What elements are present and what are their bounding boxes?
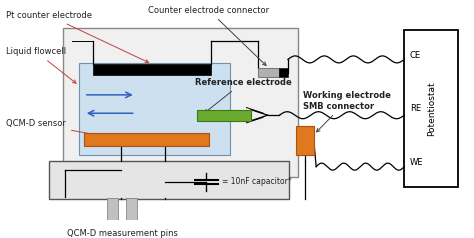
- Text: Counter electrode connector: Counter electrode connector: [148, 6, 269, 65]
- FancyBboxPatch shape: [404, 30, 458, 188]
- Text: QCM-D sensor: QCM-D sensor: [6, 119, 118, 140]
- FancyBboxPatch shape: [48, 161, 289, 199]
- FancyBboxPatch shape: [296, 126, 314, 155]
- Text: Reference electrode: Reference electrode: [195, 78, 292, 113]
- Text: Liquid flowcell: Liquid flowcell: [6, 47, 76, 83]
- Text: RE: RE: [410, 104, 421, 113]
- Text: = 10nF capacitor*: = 10nF capacitor*: [222, 178, 292, 187]
- FancyBboxPatch shape: [197, 110, 251, 121]
- FancyBboxPatch shape: [108, 198, 118, 220]
- Text: Working electrode
SMB connector: Working electrode SMB connector: [303, 91, 391, 132]
- Text: CE: CE: [410, 50, 421, 60]
- FancyBboxPatch shape: [84, 133, 209, 146]
- FancyBboxPatch shape: [93, 64, 211, 75]
- FancyBboxPatch shape: [63, 28, 298, 177]
- FancyBboxPatch shape: [126, 198, 137, 220]
- FancyBboxPatch shape: [79, 63, 230, 155]
- Text: QCM-D measurement pins: QCM-D measurement pins: [66, 229, 177, 238]
- FancyBboxPatch shape: [258, 68, 279, 77]
- Text: Pt counter electrode: Pt counter electrode: [6, 11, 149, 63]
- Text: Potentiostat: Potentiostat: [427, 81, 436, 136]
- Text: WE: WE: [410, 158, 423, 167]
- FancyBboxPatch shape: [279, 68, 288, 77]
